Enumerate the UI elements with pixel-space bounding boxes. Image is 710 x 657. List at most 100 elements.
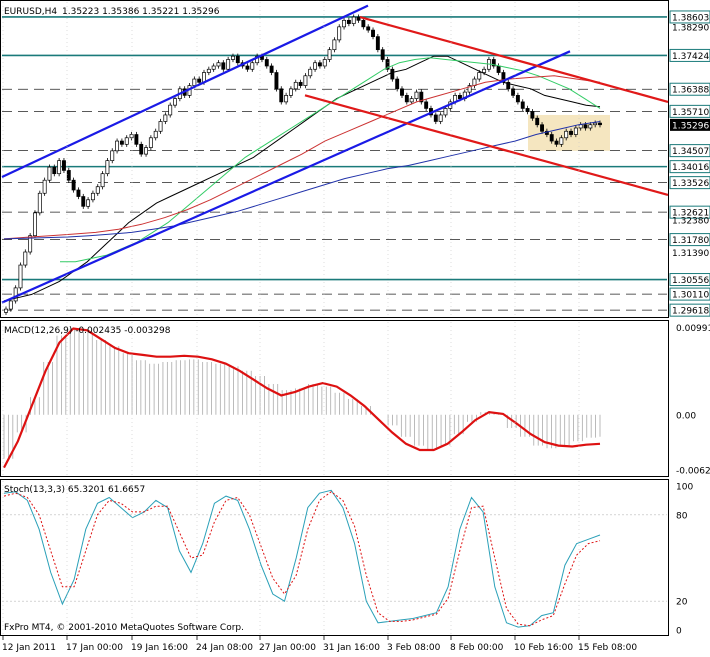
candle-body	[18, 264, 23, 289]
candle	[139, 141, 144, 157]
candle-body	[148, 137, 153, 148]
candle	[491, 56, 496, 69]
candle-body	[467, 85, 472, 93]
price-tag-box	[669, 10, 710, 24]
time-axis: 12 Jan 2011 17 Jan 00:00 19 Jan 16:00 24 Ja…	[2, 2, 637, 653]
candle	[361, 17, 366, 30]
stoch-signal-line	[3, 491, 601, 627]
candle	[216, 60, 221, 69]
candle-body	[279, 88, 284, 103]
price-tag: 1.33526	[669, 176, 710, 190]
candle	[409, 96, 414, 105]
candle	[100, 171, 105, 190]
candle	[535, 115, 540, 128]
candle	[42, 177, 47, 196]
candle-body	[313, 62, 318, 70]
candle-body	[124, 137, 129, 145]
candle	[153, 128, 158, 141]
candle	[424, 99, 429, 112]
time-axis-label: 31 Jan 16:00	[323, 643, 380, 653]
price-tag-label: 1.32380	[672, 217, 709, 227]
candle-body	[37, 192, 42, 214]
moving-average-line	[3, 75, 601, 240]
candle	[274, 69, 279, 92]
candle-body	[226, 59, 231, 70]
candle-body	[414, 91, 419, 99]
price-tag-box	[669, 273, 710, 287]
candle	[129, 131, 134, 141]
price-tag: 1.38603	[669, 10, 710, 24]
candle	[303, 73, 308, 89]
price-tag-label: 1.35296	[672, 121, 709, 131]
candle-body	[424, 101, 429, 109]
candle-body	[197, 78, 202, 83]
candle	[168, 102, 173, 118]
candle-body	[496, 65, 501, 73]
candle	[13, 285, 18, 304]
price-tag-label: 1.29618	[672, 307, 709, 317]
candle-body	[115, 140, 120, 152]
candle	[105, 158, 110, 177]
stoch-panel-frame	[0, 479, 669, 636]
candle-body	[100, 173, 105, 188]
candle-body	[33, 212, 37, 237]
price-tag-label: 1.34507	[672, 147, 709, 157]
time-axis-label: 12 Jan 2011	[2, 643, 56, 653]
candle-body	[192, 78, 197, 86]
candle	[245, 63, 250, 72]
candle-body	[221, 62, 226, 70]
candle-body	[62, 160, 66, 171]
price-tag-box	[669, 287, 710, 301]
price-tag: 1.32380	[672, 217, 709, 227]
candle-body	[588, 124, 593, 129]
candle-body	[491, 59, 496, 67]
time-axis-label: 10 Feb 16:00	[514, 643, 573, 653]
price-tag: 1.38290	[672, 24, 709, 34]
price-tag-box	[669, 144, 710, 158]
candle-body	[361, 19, 366, 28]
time-axis-label: 27 Jan 00:00	[259, 643, 316, 653]
candle	[279, 86, 284, 105]
candle-body	[163, 114, 168, 122]
stoch-layer: 100 80 20 0	[2, 483, 693, 637]
candle-body	[66, 170, 71, 181]
stoch-scale-label: 100	[676, 483, 693, 493]
candle-body	[593, 122, 598, 126]
candle-body	[540, 124, 544, 132]
candle	[549, 131, 554, 144]
candle-body	[322, 59, 327, 67]
candle-body	[511, 88, 516, 96]
candle	[559, 135, 564, 147]
candle	[540, 122, 544, 134]
price-tag-label: 1.38603	[672, 13, 709, 23]
stoch-header: Stoch(13,3,3) 65.3201 61.6657	[4, 485, 145, 495]
candle-body	[598, 122, 602, 126]
candle	[158, 118, 163, 134]
candle-body	[482, 68, 487, 73]
candle	[226, 56, 231, 72]
price-tag: 1.30110	[669, 287, 710, 301]
candle	[332, 37, 337, 53]
candle-body	[554, 140, 559, 145]
candle	[33, 210, 37, 239]
price-tag-label: 1.30110	[672, 291, 709, 301]
candle	[385, 56, 390, 72]
candle	[472, 76, 477, 89]
candle	[66, 167, 71, 183]
candle-body	[293, 81, 298, 90]
candle-body	[158, 121, 163, 132]
candle-body	[337, 26, 342, 41]
moving-average-line	[3, 121, 601, 240]
price-tag-box	[669, 303, 710, 317]
candle-body	[274, 72, 279, 90]
candle-body	[105, 160, 110, 175]
candle-body	[380, 49, 385, 60]
macd-scale-label: 0.00	[676, 411, 696, 421]
price-tag: 1.35296	[670, 118, 710, 131]
price-tag-box	[669, 176, 710, 190]
candle	[477, 69, 482, 82]
candle	[37, 190, 42, 216]
time-axis-label: 8 Feb 00:00	[450, 643, 504, 653]
price-tag-label: 1.31390	[672, 249, 709, 259]
candle-body	[458, 95, 462, 99]
